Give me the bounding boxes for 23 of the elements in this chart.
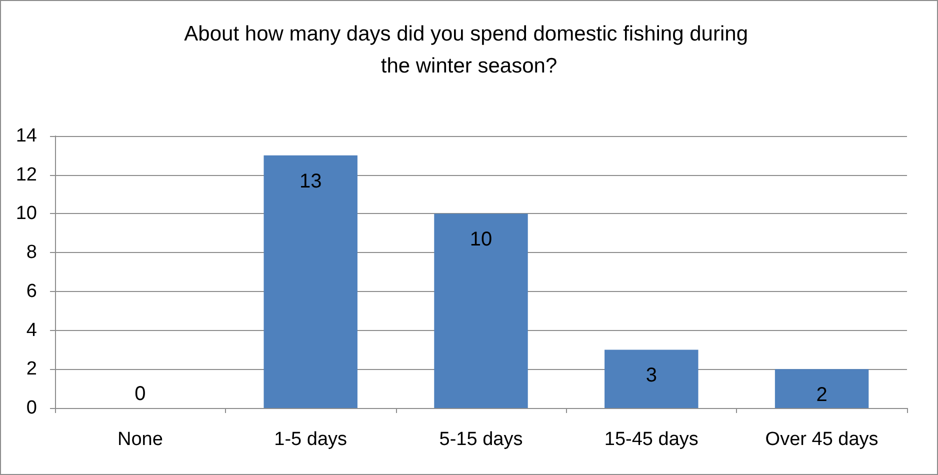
y-tick-label: 4 <box>26 320 38 341</box>
x-tick-label: 1-5 days <box>274 429 348 450</box>
chart-title: About how many days did you spend domestic fishing during the winter season? <box>184 22 754 78</box>
y-tick-label: 12 <box>16 164 37 186</box>
y-tick-label: 6 <box>26 280 37 302</box>
bar <box>434 214 528 408</box>
y-tick-label: 2 <box>26 358 37 380</box>
bar <box>604 350 698 408</box>
y-tick-label: 0 <box>26 398 37 418</box>
y-tick-label: 10 <box>16 203 37 224</box>
x-tick-label: Over 45 days <box>765 429 878 450</box>
x-tick-label: None <box>117 429 163 450</box>
y-tick-label: 14 <box>16 126 38 146</box>
data-label: 2 <box>816 384 828 406</box>
data-label: 13 <box>299 170 322 192</box>
y-tick-label: 8 <box>26 242 37 264</box>
x-tick-label: 5-15 days <box>439 429 523 450</box>
x-tick-label: 15-45 days <box>604 429 698 450</box>
data-label: 0 <box>134 383 146 405</box>
data-label: 10 <box>470 228 492 251</box>
data-label: 3 <box>646 364 657 387</box>
bar <box>774 369 869 408</box>
bar <box>264 155 358 408</box>
